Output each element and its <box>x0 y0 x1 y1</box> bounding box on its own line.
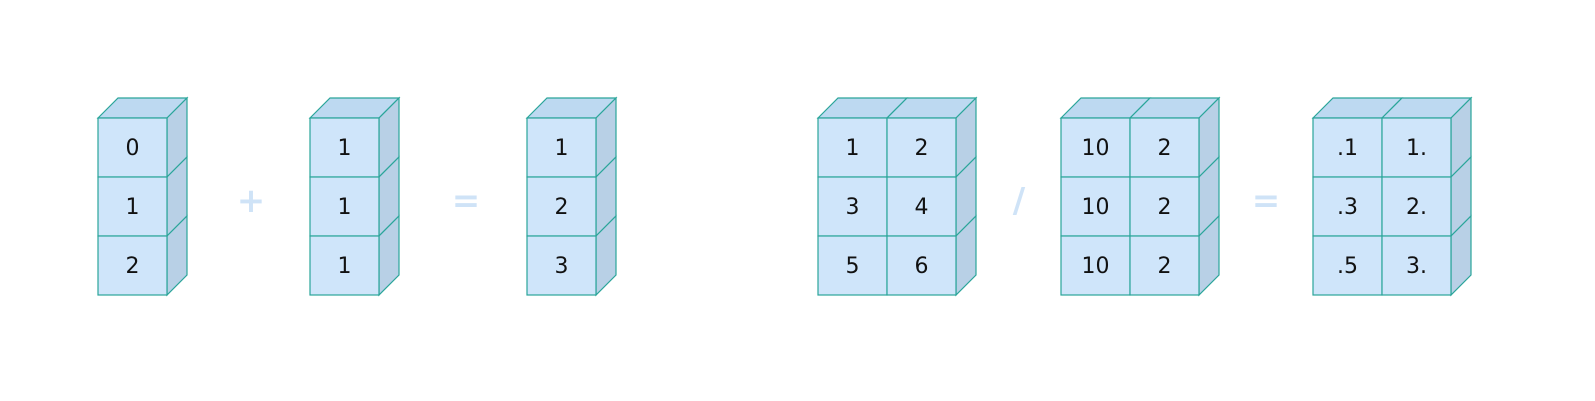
cell-value: 2 <box>915 136 929 161</box>
cell-front-face <box>1060 117 1131 178</box>
cell-front-face <box>526 235 597 296</box>
cell-value: 10 <box>1082 195 1110 220</box>
array-cell: 1. <box>1381 117 1452 178</box>
array-cell: 2. <box>1381 176 1452 237</box>
cell-front-face <box>309 176 380 237</box>
array-cell: 1 <box>309 235 380 296</box>
equals-sign: = <box>1252 181 1281 221</box>
cell-value: 1 <box>555 136 569 161</box>
cell-front-face <box>1312 235 1383 296</box>
cell-front-face <box>1129 235 1200 296</box>
cell-value: 10 <box>1082 136 1110 161</box>
array-block: .1 1. .3 2. .5 3. <box>1311 96 1473 297</box>
array-cell: 1 <box>97 176 168 237</box>
array-cell: 2 <box>526 176 597 237</box>
array-cell: 0 <box>97 117 168 178</box>
divide-sign: / <box>1013 181 1026 221</box>
array-cell: 1 <box>309 176 380 237</box>
cell-value: .1 <box>1337 136 1358 161</box>
cell-value: 0 <box>126 136 140 161</box>
array-block: 1 2 3 4 5 6 <box>816 96 978 297</box>
cell-front-face <box>1381 235 1452 296</box>
array-cell: .5 <box>1312 235 1383 296</box>
cell-front-face <box>886 176 957 237</box>
cell-value: 1 <box>338 254 352 279</box>
equation-add: 0 1 2 1 1 1 1 2 3 + = <box>96 96 618 297</box>
cell-value: 2 <box>555 195 569 220</box>
cell-value: 1 <box>338 195 352 220</box>
equals-sign: = <box>452 181 481 221</box>
cell-front-face <box>526 117 597 178</box>
array-block: 10 2 10 2 10 2 <box>1059 96 1221 297</box>
array-block: 1 2 3 <box>525 96 618 297</box>
array-block: 1 1 1 <box>308 96 401 297</box>
array-cell: 6 <box>886 235 957 296</box>
cell-front-face <box>1060 235 1131 296</box>
array-cell: 2 <box>97 235 168 296</box>
cell-front-face <box>817 235 888 296</box>
cell-value: 2 <box>126 254 140 279</box>
cell-value: 2. <box>1406 195 1427 220</box>
cell-front-face <box>1060 176 1131 237</box>
cell-front-face <box>1312 176 1383 237</box>
cell-value: 3 <box>555 254 569 279</box>
array-cell: .3 <box>1312 176 1383 237</box>
cell-value: 2 <box>1158 195 1172 220</box>
cell-front-face <box>1312 117 1383 178</box>
array-cell: 1 <box>526 117 597 178</box>
array-cell: 10 <box>1060 117 1131 178</box>
cell-value: 1. <box>1406 136 1427 161</box>
array-cell: 10 <box>1060 235 1131 296</box>
array-cell: 2 <box>1129 235 1200 296</box>
cell-front-face <box>817 176 888 237</box>
array-cell: 3 <box>526 235 597 296</box>
array-cell: 2 <box>1129 117 1200 178</box>
cell-value: 2 <box>1158 136 1172 161</box>
cell-front-face <box>97 176 168 237</box>
cell-front-face <box>526 176 597 237</box>
cell-front-face <box>97 117 168 178</box>
cell-value: 3. <box>1406 254 1427 279</box>
array-cell: 3 <box>817 176 888 237</box>
cell-value: 10 <box>1082 254 1110 279</box>
array-cell: 1 <box>817 117 888 178</box>
cell-value: 6 <box>915 254 929 279</box>
cell-value: 1 <box>846 136 860 161</box>
array-cell: 3. <box>1381 235 1452 296</box>
array-cell: 1 <box>309 117 380 178</box>
array-cell: 2 <box>1129 176 1200 237</box>
array-block: 0 1 2 <box>96 96 189 297</box>
array-cell: .1 <box>1312 117 1383 178</box>
cell-value: 3 <box>846 195 860 220</box>
cell-value: 1 <box>126 195 140 220</box>
cell-value: 5 <box>846 254 860 279</box>
array-cell: 4 <box>886 176 957 237</box>
cell-front-face <box>309 117 380 178</box>
array-cell: 10 <box>1060 176 1131 237</box>
cell-value: .5 <box>1337 254 1358 279</box>
cell-value: 4 <box>915 195 929 220</box>
cell-value: 1 <box>338 136 352 161</box>
cell-front-face <box>817 117 888 178</box>
cell-front-face <box>1129 117 1200 178</box>
cell-front-face <box>309 235 380 296</box>
cell-front-face <box>1381 117 1452 178</box>
cell-front-face <box>886 235 957 296</box>
cell-front-face <box>97 235 168 296</box>
plus-sign: + <box>237 181 266 221</box>
equation-divide: 1 2 3 4 5 6 10 2 10 2 10 2 .1 1. .3 2. .5 3. / = <box>816 96 1473 297</box>
array-cell: 5 <box>817 235 888 296</box>
cell-value: 2 <box>1158 254 1172 279</box>
cell-value: .3 <box>1337 195 1358 220</box>
cell-front-face <box>886 117 957 178</box>
array-cell: 2 <box>886 117 957 178</box>
